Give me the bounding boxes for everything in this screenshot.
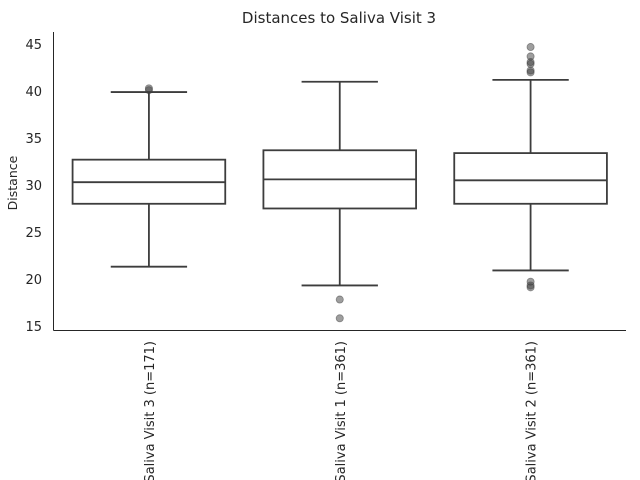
outlier-point	[526, 43, 535, 52]
y-tick-label: 35	[25, 132, 42, 147]
y-tick-label: 30	[25, 179, 42, 194]
box-iqr	[453, 152, 608, 205]
y-tick-label: 45	[25, 38, 42, 53]
outlier-point	[526, 52, 535, 61]
outlier-point	[526, 277, 535, 286]
y-tick-label: 20	[25, 273, 42, 288]
outlier-point	[335, 295, 344, 304]
y-tick-label: 15	[25, 320, 42, 335]
y-tick-label: 25	[25, 226, 42, 241]
outlier-point	[144, 84, 153, 93]
x-tick-label: Saliva Visit 2 (n=361)	[525, 341, 540, 480]
y-axis-label: Distance	[5, 155, 20, 210]
y-ticks: 15 20 25 30 35 40 45	[25, 38, 42, 335]
outlier-point	[335, 314, 344, 323]
y-tick-label: 40	[25, 85, 42, 100]
chart-title: Distances to Saliva Visit 3	[242, 9, 436, 27]
x-tick-label: Saliva Visit 1 (n=361)	[334, 341, 349, 480]
boxes	[71, 43, 608, 323]
x-tick-label: Saliva Visit 3 (n=171)	[143, 341, 158, 480]
outlier-point	[526, 66, 535, 75]
category-labels: Saliva Visit 3 (n=171) Saliva Visit 1 (n=…	[143, 341, 540, 480]
